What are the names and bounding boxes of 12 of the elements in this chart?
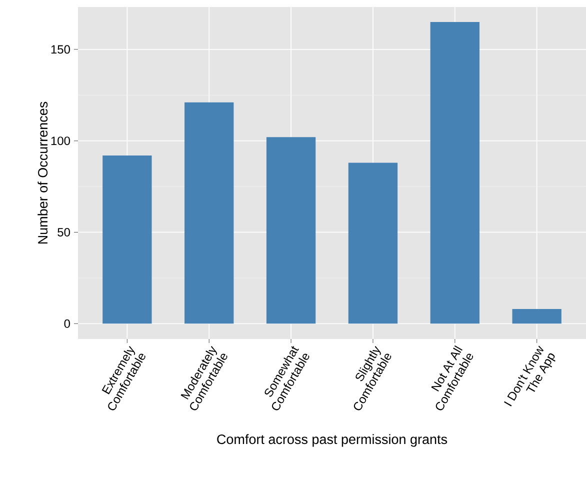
y-tick-label: 0 [64,319,70,328]
y-tick-label: 100 [51,136,70,146]
bar [430,22,480,324]
bar [102,155,152,324]
y-axis-title: Number of Occurrences [38,102,48,244]
y-tick-label: 50 [58,228,70,236]
y-tick-label: 150 [51,45,70,54]
bar [184,102,234,324]
bar [348,162,398,324]
x-axis-title: Comfort across past permission grants [217,434,448,447]
bar [266,137,316,324]
bar [512,309,562,324]
